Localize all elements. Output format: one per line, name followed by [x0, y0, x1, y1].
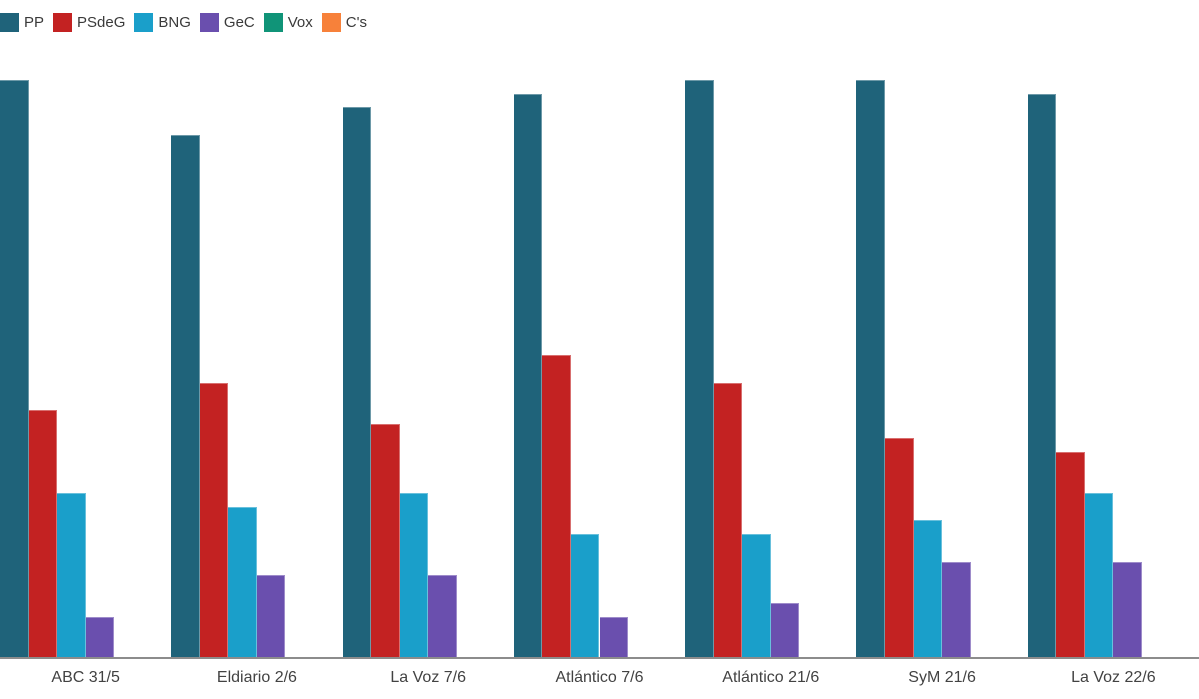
bar-GeC[interactable]: [942, 561, 971, 658]
bar-GeC[interactable]: [256, 575, 286, 658]
bar-PSdeG[interactable]: [199, 382, 229, 658]
x-axis-label: La Voz 7/6: [390, 669, 467, 686]
bar-PSdeG[interactable]: [884, 437, 914, 658]
legend-label: C's: [345, 14, 367, 31]
bar-PP[interactable]: [856, 79, 885, 658]
x-axis-label: SyM 21/6: [908, 669, 976, 686]
bar-PP[interactable]: [0, 79, 29, 658]
x-axis-labels: ABC 31/5 Eldiario 2/6 La Voz 7/6 Atlántico …: [0, 669, 1199, 691]
legend-label: BNG: [158, 14, 191, 31]
bar-BNG[interactable]: [399, 492, 429, 658]
bar-GeC[interactable]: [1113, 561, 1142, 658]
bar-BNG[interactable]: [913, 520, 943, 658]
legend-item-PSdeG: PSdeG: [53, 13, 125, 32]
x-axis-label: Eldiario 2/6: [216, 669, 297, 686]
bar-BNG[interactable]: [742, 534, 771, 658]
bar-PSdeG[interactable]: [1056, 451, 1085, 658]
legend-item-PP: PP: [0, 13, 44, 32]
plot-area: [0, 79, 1142, 658]
legend-swatch-icon: [53, 13, 73, 32]
bar-PSdeG[interactable]: [713, 382, 743, 658]
x-axis-label: Atlántico 7/6: [555, 669, 644, 686]
bar-BNG[interactable]: [570, 534, 600, 658]
bar-PSdeG[interactable]: [28, 410, 58, 658]
legend-label: Vox: [287, 14, 313, 31]
legend-item-Vox: Vox: [263, 13, 313, 32]
bar-GeC[interactable]: [428, 575, 457, 658]
bar-BNG[interactable]: [57, 492, 86, 658]
legend-item-Cs: C's: [321, 13, 367, 32]
bar-PP[interactable]: [513, 93, 543, 658]
bar-BNG[interactable]: [228, 506, 257, 658]
legend-swatch-icon: [263, 13, 283, 32]
bar-GeC[interactable]: [770, 602, 800, 658]
x-axis-label: ABC 31/5: [51, 669, 120, 686]
bar-PSdeG[interactable]: [371, 423, 400, 658]
legend-label: PP: [24, 14, 45, 31]
legend-label: PSdeG: [77, 14, 126, 31]
legend-swatch-icon: [134, 13, 154, 32]
bar-GeC[interactable]: [85, 616, 115, 658]
bar-PP[interactable]: [342, 107, 372, 658]
legend-label: GeC: [223, 14, 255, 31]
legend-item-GeC: GeC: [199, 13, 255, 32]
legend-swatch-icon: [0, 13, 19, 32]
bar-PP[interactable]: [685, 79, 714, 658]
chart-legend: PP PSdeG BNG GeC Vox C's: [0, 13, 376, 32]
x-axis-label: Atlántico 21/6: [722, 669, 820, 686]
legend-swatch-icon: [321, 13, 341, 32]
legend-swatch-icon: [199, 13, 219, 32]
bar-PSdeG[interactable]: [542, 355, 571, 658]
legend-item-BNG: BNG: [134, 13, 191, 32]
bar-PP[interactable]: [1027, 93, 1057, 658]
x-axis-label: La Voz 22/6: [1071, 669, 1156, 686]
bar-PP[interactable]: [171, 134, 200, 658]
x-axis-line: [0, 657, 1199, 659]
bar-BNG[interactable]: [1084, 492, 1114, 658]
bar-GeC[interactable]: [599, 616, 629, 658]
